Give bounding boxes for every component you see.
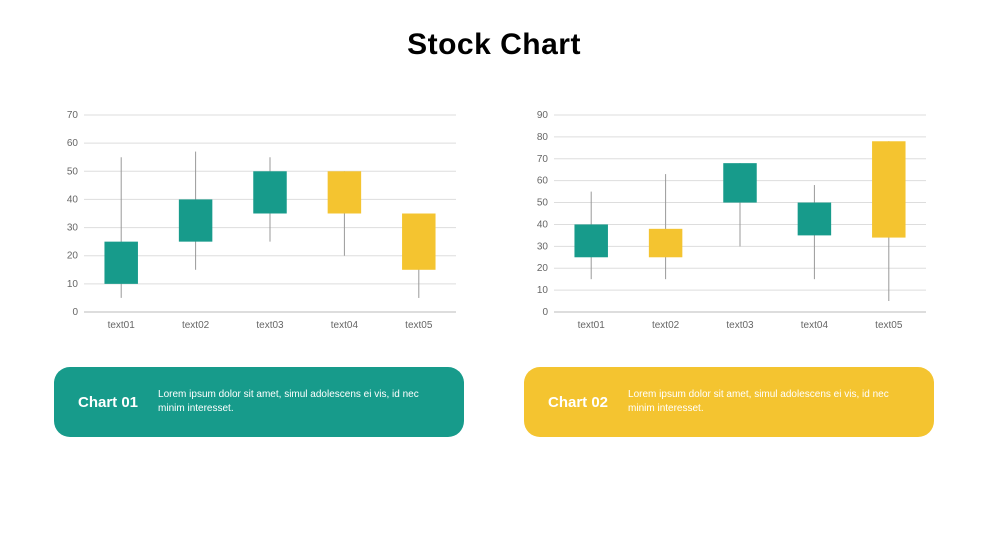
candle-body <box>104 242 137 284</box>
candle-body <box>328 171 361 213</box>
caption-01-title: Chart 01 <box>78 394 138 411</box>
ytick-label: 10 <box>537 285 549 296</box>
chart02-svg: 0 10 20 30 40 50 60 70 80 90 text01 text02 text03 tex… <box>524 107 934 337</box>
xtick-label: text02 <box>182 320 210 331</box>
ytick-label: 30 <box>537 241 549 252</box>
caption-02-body: Lorem ipsum dolor sit amet, simul adoles… <box>628 388 910 416</box>
ytick-label: 60 <box>67 138 79 149</box>
ytick-label: 80 <box>537 132 549 143</box>
xtick-label: text04 <box>331 320 359 331</box>
candle-body <box>723 163 756 202</box>
xtick-label: text02 <box>652 320 680 331</box>
ytick-label: 70 <box>537 154 549 165</box>
xtick-label: text01 <box>108 320 136 331</box>
caption-card-02: Chart 02 Lorem ipsum dolor sit amet, sim… <box>524 367 934 437</box>
xtick-label: text03 <box>256 320 284 331</box>
chart-panel-02: 0 10 20 30 40 50 60 70 80 90 text01 text02 text03 tex… <box>524 107 934 337</box>
ytick-label: 60 <box>537 176 549 187</box>
caption-01-body: Lorem ipsum dolor sit amet, simul adoles… <box>158 388 440 416</box>
ytick-label: 70 <box>67 110 79 121</box>
xtick-label: text03 <box>726 320 754 331</box>
ytick-label: 40 <box>537 219 549 230</box>
candle-body <box>253 171 286 213</box>
candle-body <box>179 199 212 241</box>
ytick-label: 0 <box>72 307 78 318</box>
ytick-label: 50 <box>67 166 79 177</box>
caption-card-01: Chart 01 Lorem ipsum dolor sit amet, sim… <box>54 367 464 437</box>
candle-body <box>649 229 682 257</box>
ytick-label: 50 <box>537 198 549 209</box>
ytick-label: 30 <box>67 223 79 234</box>
candle-body <box>574 224 607 257</box>
chart02: 0 10 20 30 40 50 60 70 80 90 text01 text02 text03 tex… <box>524 107 934 337</box>
ytick-label: 20 <box>67 251 79 262</box>
xtick-label: text05 <box>405 320 433 331</box>
chart-panel-01: 0 10 20 30 40 50 60 70 text01 text02 text03 text04 t… <box>54 107 464 337</box>
candle-body <box>872 141 905 237</box>
candle-body <box>798 203 831 236</box>
chart01-svg: 0 10 20 30 40 50 60 70 text01 text02 text03 text04 t… <box>54 107 464 337</box>
ytick-label: 20 <box>537 263 549 274</box>
candle-body <box>402 214 435 270</box>
caption-02-title: Chart 02 <box>548 394 608 411</box>
ytick-label: 90 <box>537 110 549 121</box>
ytick-label: 0 <box>542 307 548 318</box>
page-title: Stock Chart <box>0 0 988 62</box>
captions-row: Chart 01 Lorem ipsum dolor sit amet, sim… <box>0 367 988 437</box>
ytick-label: 10 <box>67 279 79 290</box>
ytick-label: 40 <box>67 194 79 205</box>
charts-row: 0 10 20 30 40 50 60 70 text01 text02 text03 text04 t… <box>0 107 988 337</box>
xtick-label: text05 <box>875 320 903 331</box>
xtick-label: text04 <box>801 320 829 331</box>
xtick-label: text01 <box>578 320 606 331</box>
chart01: 0 10 20 30 40 50 60 70 text01 text02 text03 text04 t… <box>54 107 464 337</box>
